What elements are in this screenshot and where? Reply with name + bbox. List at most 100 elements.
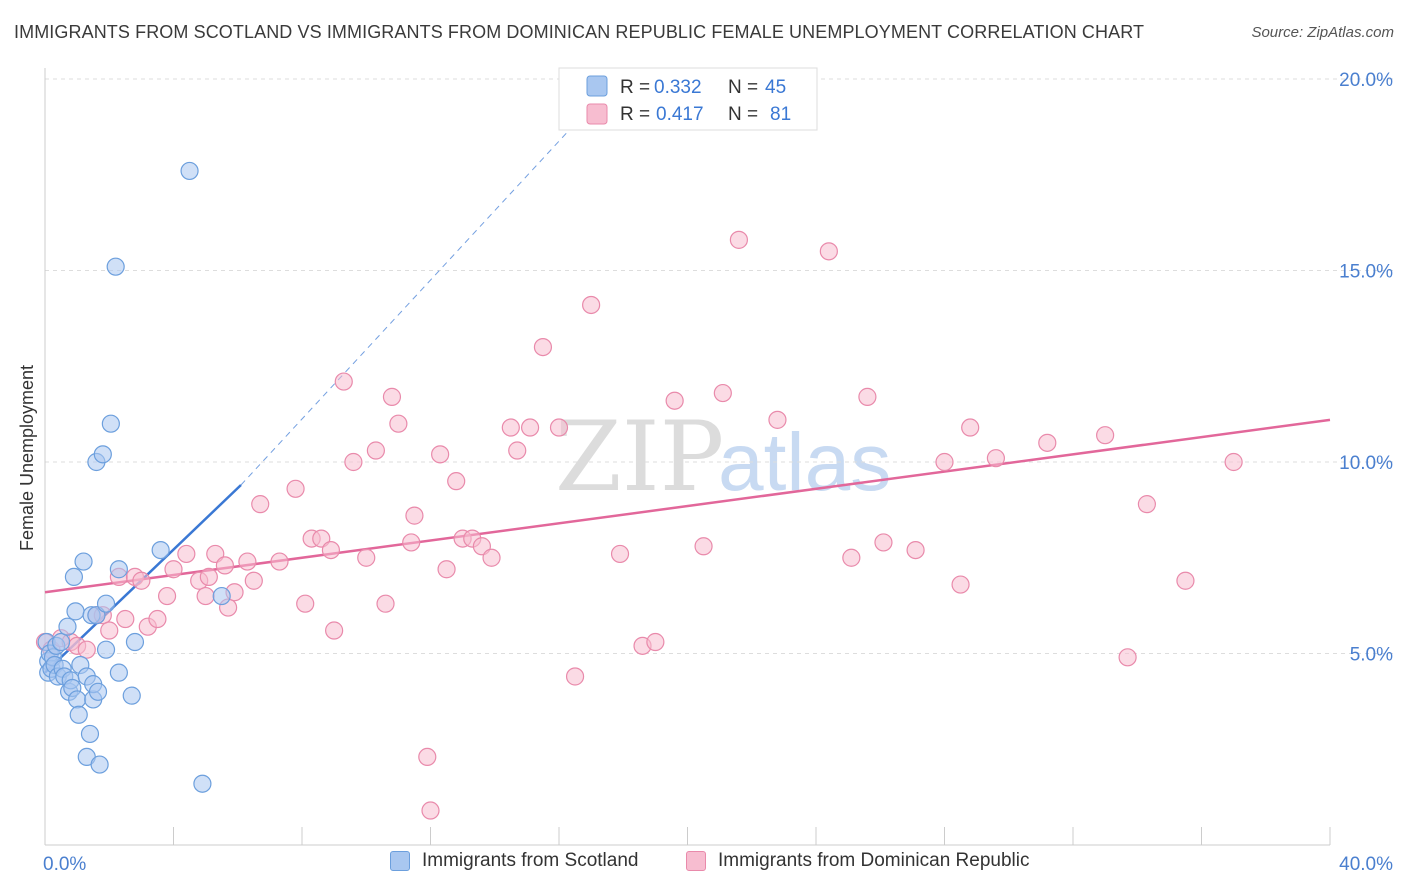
point-dominican-73 [935, 452, 954, 472]
point-dominican-62 [646, 632, 665, 652]
point-scotland-21 [74, 552, 93, 571]
legend-n-label-dominican: N = [728, 104, 758, 125]
point-dominican-59 [582, 295, 601, 315]
point-dominican-58 [565, 667, 585, 686]
point-dominican-5 [77, 640, 96, 659]
point-dominican-36 [344, 452, 363, 472]
legend-r-label-dominican: R = [620, 104, 650, 125]
point-scotland-18 [68, 690, 87, 709]
point-dominican-54 [508, 441, 527, 460]
point-scotland-33 [96, 640, 116, 659]
point-scotland-16 [64, 567, 84, 587]
point-dominican-56 [533, 338, 553, 357]
point-scotland-19 [69, 705, 88, 724]
point-dominican-14 [148, 609, 167, 629]
point-scotland-32 [93, 445, 112, 464]
legend-r-value-scotland: 0.332 [654, 77, 702, 98]
point-scotland-40 [125, 632, 145, 652]
point-dominican-74 [951, 575, 970, 594]
y-tick-label-0: 5.0% [1350, 645, 1393, 666]
point-dominican-47 [437, 560, 456, 579]
legend-r-label-scotland: R = [620, 77, 650, 98]
point-dominican-40 [382, 387, 402, 406]
point-dominican-55 [520, 418, 540, 437]
tick-labels: 5.0% 10.0% 15.0% 20.0% 0.0% 40.0% [43, 70, 1393, 875]
point-dominican-77 [1038, 433, 1057, 452]
y-tick-label-3: 20.0% [1339, 70, 1393, 91]
point-scotland-34 [96, 594, 116, 613]
legend-swatch-scotland [586, 75, 608, 97]
point-dominican-53 [501, 418, 520, 437]
point-scotland-41 [151, 540, 170, 560]
point-dominican-48 [447, 472, 466, 491]
trend-lines [44, 74, 1331, 674]
point-scotland-17 [66, 602, 85, 621]
point-scotland-44 [212, 586, 231, 606]
point-dominican-45 [421, 801, 440, 820]
trendline-dominican [44, 418, 1331, 594]
point-dominican-27 [251, 495, 270, 514]
source-credit: Source: ZipAtlas.com [1251, 24, 1394, 41]
axes [44, 68, 1331, 846]
point-scotland-36 [106, 257, 125, 276]
point-dominican-8 [100, 621, 119, 640]
legend-bottom: Immigrants from Scotland Immigrants from… [0, 850, 1406, 880]
point-dominican-80 [1137, 495, 1156, 514]
watermark-zip: ZIP [555, 401, 724, 513]
point-scotland-43 [193, 774, 212, 793]
data-points [35, 161, 1243, 820]
point-dominican-20 [199, 567, 218, 587]
point-dominican-67 [768, 410, 787, 429]
point-dominican-28 [270, 552, 289, 571]
point-scotland-12 [58, 617, 77, 636]
point-dominican-39 [376, 594, 395, 613]
point-dominican-46 [431, 445, 450, 464]
point-dominican-16 [164, 560, 183, 579]
point-dominican-60 [610, 544, 630, 564]
point-scotland-38 [109, 663, 128, 682]
point-dominican-30 [296, 594, 315, 613]
point-dominican-68 [819, 242, 838, 261]
point-dominican-15 [157, 586, 177, 606]
legend-swatch-dominican [586, 103, 608, 125]
point-scotland-30 [88, 682, 108, 701]
chart-title: IMMIGRANTS FROM SCOTLAND VS IMMIGRANTS F… [14, 22, 1145, 42]
point-dominican-37 [357, 548, 376, 567]
point-dominican-63 [665, 391, 684, 410]
y-tick-label-2: 15.0% [1339, 262, 1393, 283]
y-tick-label-1: 10.0% [1339, 453, 1393, 474]
point-dominican-75 [961, 418, 980, 437]
point-dominican-79 [1118, 648, 1137, 667]
point-dominican-76 [986, 449, 1006, 468]
point-scotland-42 [180, 161, 199, 181]
point-dominican-71 [874, 533, 893, 552]
x-tick-label-0: 0.0% [43, 854, 86, 875]
legend-label-scotland: Immigrants from Scotland [422, 850, 639, 871]
point-scotland-9 [51, 632, 71, 652]
point-dominican-78 [1096, 426, 1115, 445]
legend-n-value-dominican: 81 [770, 104, 791, 125]
point-dominican-26 [244, 571, 263, 590]
legend-item-scotland[interactable]: Immigrants from Scotland [390, 850, 638, 872]
point-dominican-72 [906, 540, 925, 560]
legend-label-dominican: Immigrants from Dominican Republic [718, 850, 1030, 871]
point-dominican-41 [389, 414, 408, 433]
point-dominican-44 [418, 747, 437, 767]
point-dominican-64 [694, 537, 713, 556]
point-dominican-42 [402, 533, 421, 552]
legend-item-dominican[interactable]: Immigrants from Dominican Republic [686, 850, 1030, 872]
trendline-scotland-extension [240, 74, 621, 486]
y-axis-label: Female Unemployment [17, 365, 37, 551]
point-scotland-35 [101, 414, 120, 433]
point-dominican-70 [858, 387, 877, 406]
point-dominican-10 [116, 609, 135, 629]
x-tick-label-1: 40.0% [1339, 854, 1393, 875]
point-dominican-38 [366, 441, 385, 460]
point-dominican-82 [1224, 452, 1243, 472]
legend-swatch-dominican-bottom [686, 851, 706, 871]
point-dominican-29 [286, 479, 305, 498]
point-dominican-19 [196, 586, 215, 606]
point-dominican-81 [1176, 571, 1195, 590]
point-dominican-35 [334, 372, 353, 391]
